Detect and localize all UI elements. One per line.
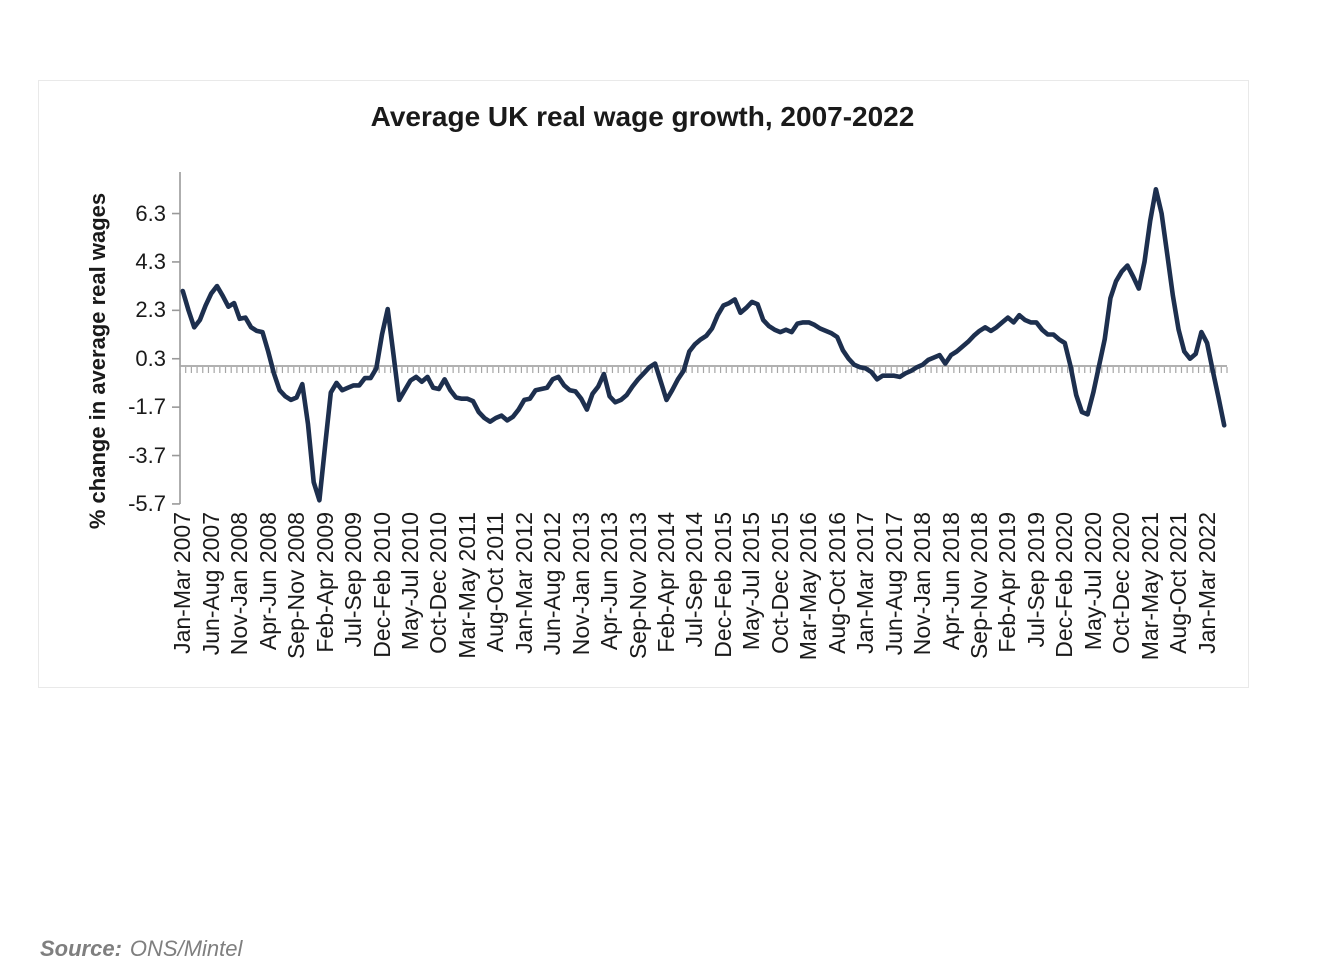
x-tick-label: May-Jul 2010 [396, 512, 423, 651]
x-tick-label: Mar-May 2011 [453, 512, 480, 659]
x-tick-label: May-Jul 2015 [738, 512, 765, 651]
x-tick-label: Feb-Apr 2014 [653, 512, 679, 653]
x-tick-label: Oct-Dec 2020 [1108, 512, 1135, 654]
x-tick-label: Aug-Oct 2016 [823, 512, 850, 654]
x-tick-label: Apr-Jun 2013 [596, 512, 623, 651]
source-note: Source: ONS/Mintel [40, 936, 242, 962]
x-tick-label: Jan-Mar 2022 [1193, 512, 1220, 654]
x-tick-label: Dec-Feb 2015 [709, 512, 736, 658]
x-tick-label: Nov-Jan 2018 [909, 512, 936, 656]
x-tick-label: Aug-Oct 2021 [1165, 512, 1192, 654]
source-value: ONS/Mintel [129, 936, 243, 961]
x-tick-label: Oct-Dec 2010 [425, 512, 452, 654]
x-tick-label: Nov-Jan 2008 [226, 512, 253, 656]
x-tick-label: Jan-Mar 2007 [169, 512, 196, 654]
x-tick-label: Jun-Aug 2017 [880, 512, 907, 656]
y-tick-label: -1.7 [128, 394, 166, 420]
x-tick-label: Jul-Sep 2019 [1022, 512, 1049, 648]
source-label: Source: [40, 936, 122, 961]
x-tick-label: Mar-May 2021 [1136, 512, 1163, 661]
chart-frame [38, 80, 1249, 688]
x-tick-label: Sep-Nov 2018 [965, 512, 992, 660]
y-tick-label: -3.7 [128, 442, 166, 468]
x-tick-label: Jun-Aug 2012 [539, 512, 566, 656]
chart-title: Average UK real wage growth, 2007-2022 [370, 101, 915, 132]
y-tick-label: -5.7 [128, 490, 166, 516]
x-tick-label: Jun-Aug 2007 [197, 512, 224, 656]
wage-growth-line [180, 187, 1227, 503]
x-tick-label: Jan-Mar 2017 [852, 512, 879, 654]
y-tick-label: 6.3 [135, 200, 166, 226]
x-tick-label: Aug-Oct 2011 [482, 512, 509, 653]
x-tick-label: Jul-Sep 2009 [340, 512, 367, 648]
x-tick-label: Feb-Apr 2009 [311, 512, 338, 653]
x-tick-label: Apr-Jun 2008 [254, 512, 281, 651]
y-tick-label: 0.3 [135, 345, 166, 371]
x-tick-label: Feb-Apr 2019 [994, 512, 1021, 653]
x-tick-label: Apr-Jun 2018 [937, 512, 964, 651]
x-tick-label: Dec-Feb 2010 [368, 512, 395, 658]
x-tick-label: Oct-Dec 2015 [766, 512, 793, 654]
x-tick-label: Mar-May 2016 [795, 512, 822, 661]
x-tick-label: Sep-Nov 2013 [624, 512, 651, 660]
x-tick-label: Nov-Jan 2013 [567, 512, 594, 656]
x-tick-label: Sep-Nov 2008 [283, 512, 310, 660]
x-tick-label: Jul-Sep 2014 [681, 512, 708, 648]
x-tick-label: May-Jul 2020 [1079, 512, 1106, 651]
x-tick-label: Jan-Mar 2012 [510, 512, 537, 654]
y-tick-label: 2.3 [135, 297, 166, 323]
y-tick-label: 4.3 [135, 248, 166, 274]
x-tick-label: Dec-Feb 2020 [1051, 512, 1078, 658]
